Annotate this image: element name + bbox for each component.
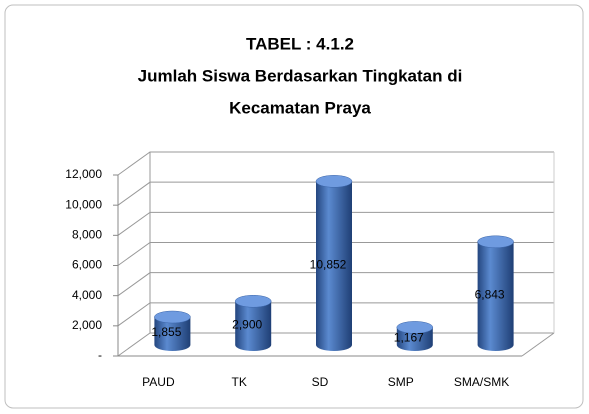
y-tick-label: 8,000 — [72, 228, 102, 242]
y-tick-label: 10,000 — [65, 197, 102, 211]
bar — [316, 181, 352, 351]
bar — [477, 241, 514, 351]
y-tick-label: - — [98, 348, 102, 362]
chart-title: Kecamatan Praya — [229, 98, 371, 117]
x-tick-label: SMA/SMK — [454, 375, 509, 389]
value-label: 2,900 — [232, 317, 262, 331]
value-label: 1,167 — [394, 330, 424, 344]
x-tick-label: SD — [312, 375, 329, 389]
bar-top — [154, 310, 191, 324]
bar-top — [396, 321, 434, 334]
bar-top — [234, 295, 272, 308]
bar-top — [477, 235, 514, 249]
x-tick-label: TK — [232, 375, 247, 389]
x-tick-label: SMP — [388, 375, 414, 389]
x-tick-label: PAUD — [142, 375, 175, 389]
bar-top — [315, 175, 353, 188]
y-tick-label: 12,000 — [65, 167, 102, 181]
y-tick-label: 6,000 — [72, 258, 102, 272]
chart-title: TABEL : 4.1.2 — [246, 34, 354, 53]
y-tick-label: 4,000 — [72, 288, 102, 302]
chart-title: Jumlah Siswa Berdasarkan Tingkatan di — [138, 66, 463, 85]
y-tick-label: 2,000 — [72, 318, 102, 332]
bar — [154, 317, 191, 351]
bar — [235, 301, 272, 351]
value-label: 6,843 — [475, 288, 505, 302]
value-label: 10,852 — [310, 257, 347, 271]
bar — [396, 327, 433, 351]
value-label: 1,855 — [151, 325, 181, 339]
floor-right — [521, 332, 555, 357]
